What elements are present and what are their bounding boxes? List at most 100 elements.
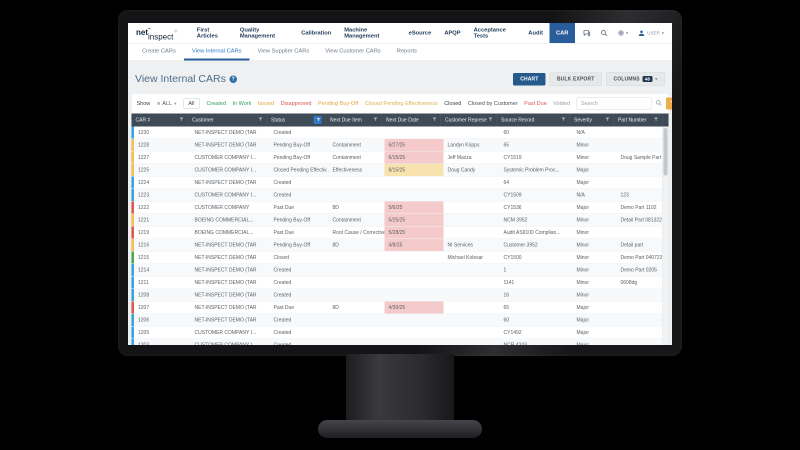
table-row[interactable]: 1223 CUSTOMER COMPANY I... Created CY1509 N/… (131, 189, 669, 202)
nav-item-machine-management[interactable]: Machine Management (344, 27, 380, 39)
nav-item-apqp[interactable]: APQP (444, 30, 461, 36)
table-row[interactable]: 1203 CUSTOMER COMPANY I... Created NCR 4243… (131, 339, 669, 345)
table-row[interactable]: 1207 NET-INSPECT DEMO (TAR Past Due 8D 4/30/… (131, 301, 669, 314)
cell-source: 64 (503, 179, 510, 186)
cell-source: CY1509 (503, 192, 522, 198)
bulk-export-button[interactable]: BULK EXPORT (549, 72, 602, 86)
col-header-customer[interactable]: Customer (188, 113, 267, 127)
filter-funnel-icon[interactable] (487, 117, 493, 123)
brand-logo[interactable]: net -inspect ® (136, 23, 177, 43)
col-header-customer-representa[interactable]: Customer Representa... (441, 113, 497, 127)
filter-funnel-icon[interactable] (431, 117, 437, 123)
help-icon[interactable]: ? (229, 75, 237, 83)
vertical-scrollbar[interactable] (662, 126, 669, 345)
nav-item-car[interactable]: CAR (549, 23, 575, 43)
col-header-severity[interactable]: Severity (570, 113, 614, 127)
brand-bold: net (136, 28, 148, 38)
filter-funnel-icon[interactable] (652, 117, 658, 123)
filter-button[interactable] (666, 97, 672, 110)
cell-next-due-date (385, 277, 444, 289)
filter-pill-closed-pending-effectiveness[interactable]: Closed Pending Effectiveness (364, 100, 438, 107)
cell-severity: Minor (576, 154, 590, 161)
table-row[interactable]: 1224 NET-INSPECT DEMO (TAR Created 64 Major (131, 176, 669, 189)
filter-funnel-icon[interactable] (257, 117, 263, 123)
cell-part (617, 127, 663, 139)
filter-pill-pending-buy-off[interactable]: Pending Buy-Off (317, 100, 359, 107)
scrollbar-thumb[interactable] (663, 128, 668, 176)
filter-pill-voided[interactable]: Voided (553, 100, 571, 107)
nav-item-calibration[interactable]: Calibration (301, 30, 332, 36)
table-row[interactable]: 1211 NET-INSPECT DEMO (TAR Created 1141 Mino… (131, 276, 669, 289)
col-header-next-due-item[interactable]: Next Due Item (326, 113, 382, 127)
filter-pill-closed[interactable]: Closed (444, 100, 462, 107)
columns-button-label: COLUMNS (613, 76, 640, 82)
cell-car: 1203 (138, 342, 150, 345)
nav-item-audit[interactable]: Audit (528, 30, 543, 36)
cell-next-due-date (385, 327, 444, 339)
col-header-label: Source Record (501, 117, 535, 123)
active-filter-icon[interactable] (313, 116, 322, 124)
cell-status: Created (273, 329, 292, 336)
settings-menu[interactable]: ▾ (617, 30, 628, 37)
table-row[interactable]: 1214 NET-INSPECT DEMO (TAR Created 1 Minor De… (131, 264, 669, 277)
show-filter-dropdown[interactable]: ≡ ALL ▾ (157, 100, 177, 107)
table-row[interactable]: 1222 CUSTOMER COMPANY Past Due 8D 5/6/25 CY15… (131, 201, 669, 214)
tab-create-cars[interactable]: Create CARs (142, 48, 176, 54)
status-stripe (131, 289, 134, 301)
table-row[interactable]: 1227 CUSTOMER COMPANY I... Pending Buy-Off… (131, 151, 669, 164)
table-row[interactable]: 1225 CUSTOMER COMPANY I... Closed Pending … (131, 164, 669, 177)
nav-right: ▾ USER ▾ (575, 23, 672, 43)
nav-item-quality-management[interactable]: Quality Management (239, 27, 275, 39)
cell-rep: Jeff Mazza (447, 154, 472, 161)
cell-car: 1215 (138, 254, 150, 261)
search-icon[interactable] (600, 30, 608, 37)
cell-part: 123 (620, 192, 629, 198)
filter-pill-in-work[interactable]: In Work (232, 100, 252, 107)
cell-next-due-date: 4/8/25 (384, 239, 444, 251)
cell-source: CY1500 (503, 254, 522, 261)
chat-icon[interactable] (583, 30, 591, 37)
col-header-status[interactable]: Status (267, 113, 326, 127)
nav-item-acceptance-tests[interactable]: Acceptance Tests (473, 27, 506, 39)
user-menu[interactable]: USER ▾ (638, 30, 664, 37)
table-row[interactable]: 1221 BOEING COMMERCIAL... Pending Buy-Off C… (131, 214, 669, 227)
tab-reports[interactable]: Reports (396, 48, 417, 54)
col-header-car[interactable]: CAR # (132, 113, 188, 127)
table-row[interactable]: 1219 BOEING COMMERCIAL... Past Due Root Cau… (131, 226, 669, 239)
table-row[interactable]: 1205 CUSTOMER COMPANY I... Created CY1492 Ma… (131, 326, 669, 339)
search-icon[interactable] (656, 100, 663, 108)
filter-funnel-icon[interactable] (372, 117, 378, 123)
cell-next-due-date: 4/30/25 (384, 301, 444, 314)
tab-view-supplier-cars[interactable]: View Supplier CARs (257, 48, 310, 54)
table-row[interactable]: 1228 NET-INSPECT DEMO (TAR Pending Buy-Off… (131, 139, 669, 152)
filter-pill-created[interactable]: Created (206, 100, 227, 107)
cell-source: 65 (503, 142, 510, 148)
columns-button[interactable]: COLUMNS 48 ▾ (605, 72, 665, 86)
nav-item-first-articles[interactable]: First Articles (196, 27, 218, 39)
col-header-source-record[interactable]: Source Record (497, 113, 570, 127)
nav-item-esource[interactable]: eSource (408, 30, 432, 36)
cell-customer: BOEING COMMERCIAL... (194, 217, 254, 223)
table-row[interactable]: 1206 NET-INSPECT DEMO (TAR Created 60 Major (131, 314, 669, 327)
filter-pill-issued[interactable]: Issued (257, 100, 275, 107)
filter-pill-disapproved[interactable]: Disapproved (280, 100, 312, 107)
filter-funnel-icon[interactable] (560, 117, 566, 123)
table-row[interactable]: 1230 NET-INSPECT DEMO (TAR Created 60 N/A (131, 126, 669, 139)
table-row[interactable]: 1208 NET-INSPECT DEMO (TAR Created 16 Minor (131, 289, 669, 302)
filter-pill-past-due[interactable]: Past Due (524, 100, 547, 107)
col-header-part-number[interactable]: Part Number (614, 113, 663, 127)
col-header-next-due-date[interactable]: Next Due Date (382, 113, 441, 127)
filter-pill-all[interactable]: All (182, 98, 200, 109)
table-row[interactable]: 1216 NET-INSPECT DEMO (TAR Pending Buy-Off… (131, 239, 669, 252)
chart-button[interactable]: CHART (513, 72, 546, 86)
filter-funnel-icon[interactable] (604, 117, 610, 123)
cell-next-due-date (385, 339, 444, 345)
tab-view-internal-cars[interactable]: View Internal CARs (183, 44, 250, 61)
tab-view-customer-cars[interactable]: View Customer CARs (325, 48, 381, 54)
status-stripe (131, 251, 134, 264)
filter-funnel-icon[interactable] (178, 117, 184, 123)
search-input[interactable] (576, 97, 652, 110)
cell-status: Created (273, 279, 292, 286)
filter-pill-closed-by-customer[interactable]: Closed by Customer (467, 100, 518, 107)
table-row[interactable]: 1215 NET-INSPECT DEMO (TAR Closed Michael K… (131, 251, 669, 264)
